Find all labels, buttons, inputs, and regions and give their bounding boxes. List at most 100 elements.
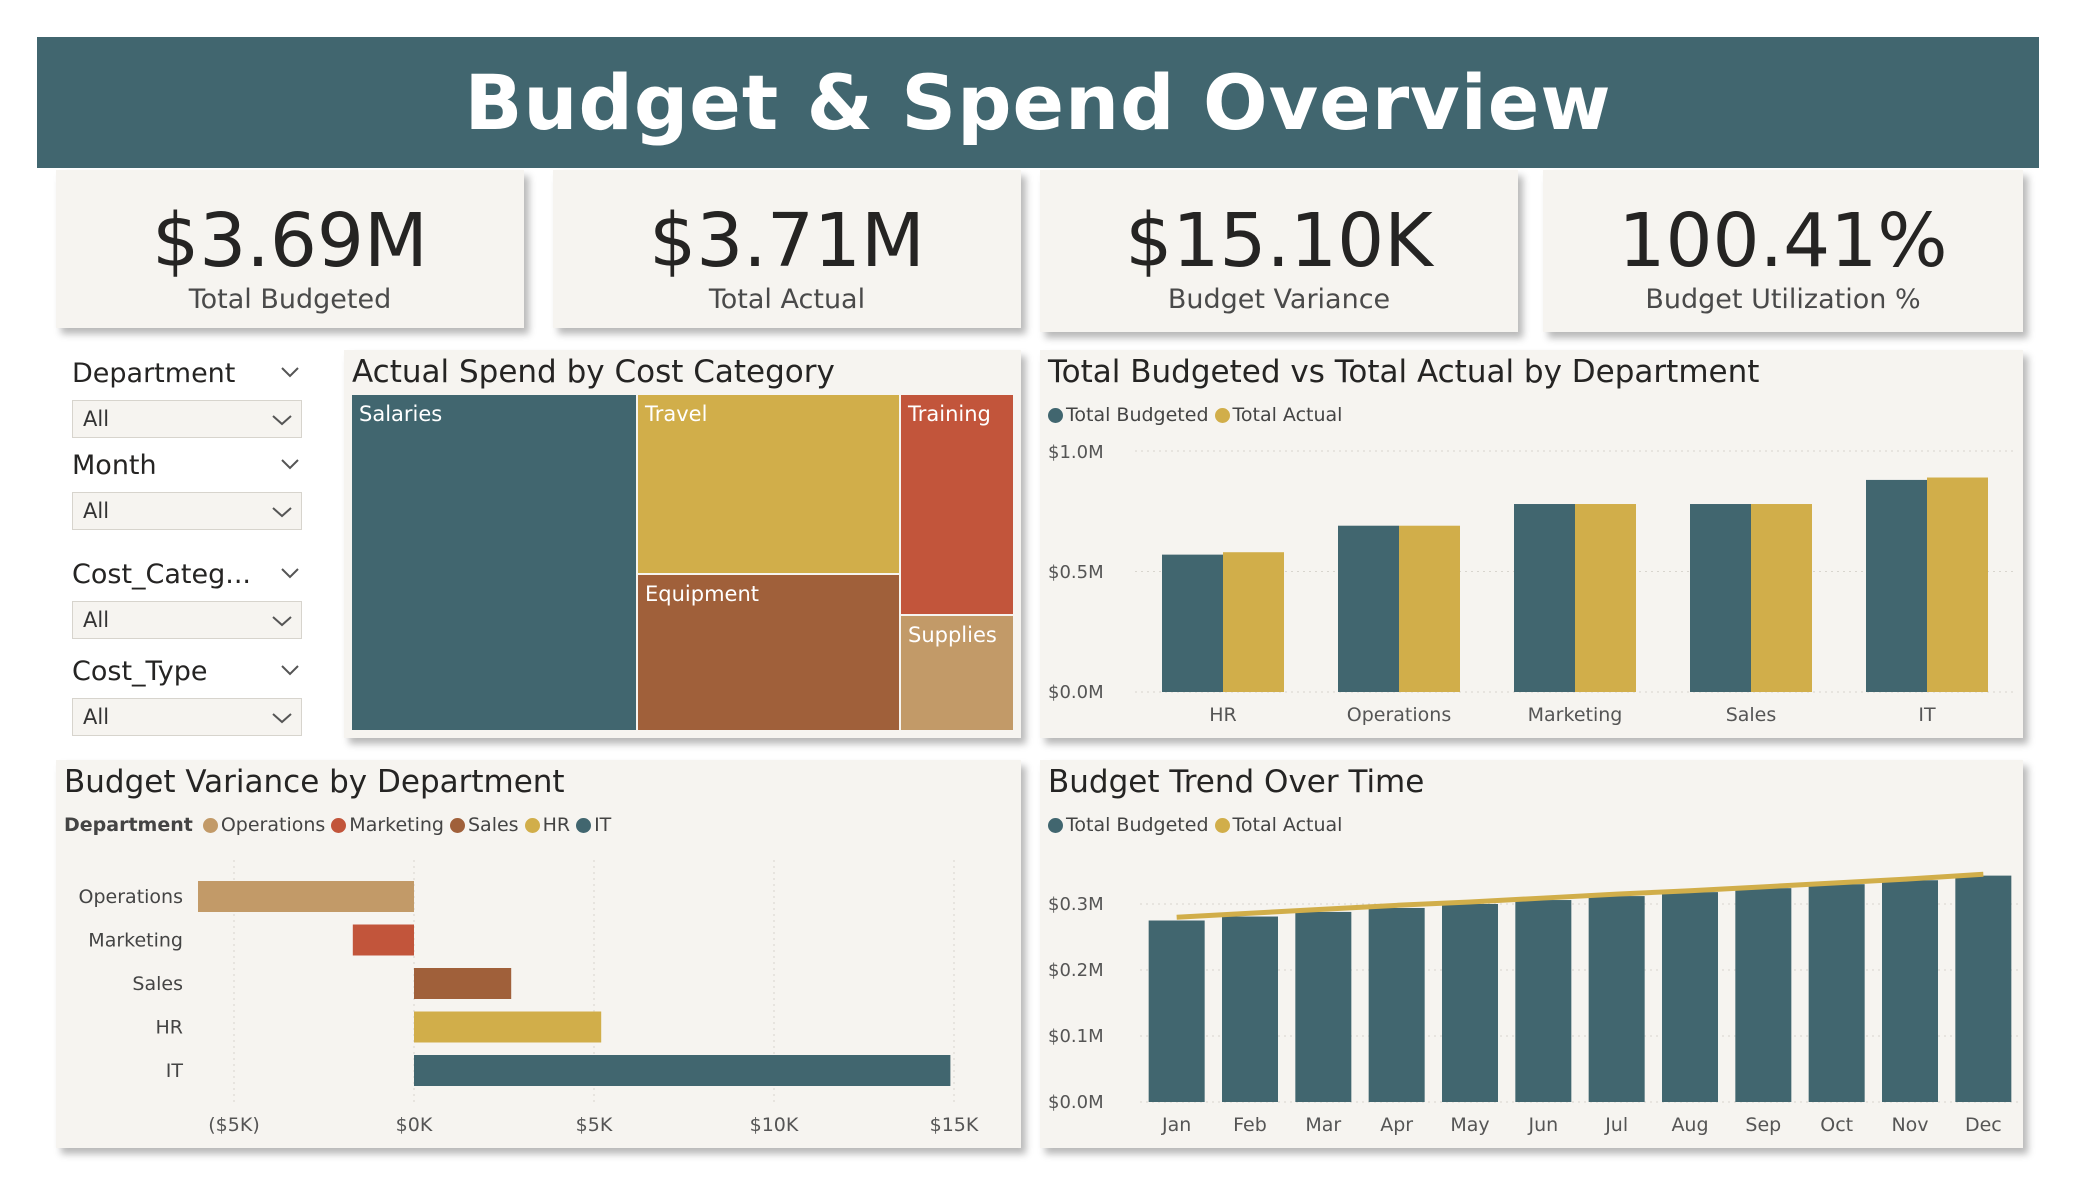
chevron-down-icon[interactable] xyxy=(280,458,300,470)
legend-dot-sales xyxy=(450,817,465,833)
chevron-down-icon xyxy=(272,507,292,518)
bar-total-budgeted xyxy=(1368,907,1425,1102)
slicer-value: All xyxy=(83,499,110,523)
trend-combo-chart[interactable]: $0.3M $0.2M $0.1M $0.0M Jan Feb Mar Apr May J… xyxy=(1040,760,2023,1148)
x-tick-label: Jun xyxy=(1527,1114,1558,1136)
bar-total-actual xyxy=(1223,552,1284,692)
legend-label: Marketing xyxy=(349,814,444,836)
chevron-down-icon[interactable] xyxy=(280,366,300,378)
y-tick-label: $0.5M xyxy=(1048,562,1104,583)
legend-label: HR xyxy=(542,814,571,836)
bar-total-budgeted xyxy=(1588,896,1645,1102)
bar-total-budgeted xyxy=(1735,888,1792,1102)
slicer-cost-category[interactable]: Cost_Categ... All xyxy=(72,553,312,645)
slicer-label: Cost_Categ... xyxy=(72,559,252,590)
y-tick-label: Sales xyxy=(132,973,183,995)
bar-total-budgeted xyxy=(1222,916,1278,1102)
legend-label: Total Actual xyxy=(1232,814,1343,836)
x-tick-label: May xyxy=(1450,1114,1489,1136)
slicer-month[interactable]: Month All xyxy=(72,444,312,536)
x-tick-label: $10K xyxy=(750,1114,799,1136)
slicer-label: Month xyxy=(72,450,157,481)
treemap-tile-supplies xyxy=(901,616,1013,730)
legend-dot-it xyxy=(576,817,592,833)
bar-total-actual xyxy=(1399,525,1460,692)
legend-dot-budgeted xyxy=(1048,407,1063,423)
slicer-dropdown[interactable]: All xyxy=(72,492,302,530)
chart-title: Budget Trend Over Time xyxy=(1048,764,1425,800)
legend-dot-operations xyxy=(202,817,218,833)
legend-title: Department xyxy=(64,814,193,836)
dept-chart-panel[interactable]: Total Budgeted vs Total Actual by Depart… xyxy=(1040,350,2023,738)
kpi-card-total-budgeted[interactable]: $3.69M Total Budgeted xyxy=(56,170,524,328)
treemap-label-training: Training xyxy=(907,402,991,426)
x-tick-label: Mar xyxy=(1305,1114,1341,1136)
treemap-chart[interactable]: Salaries Travel Equipment Training Suppl… xyxy=(344,350,1021,738)
bar-total-budgeted xyxy=(1882,880,1938,1102)
chevron-down-icon xyxy=(272,713,292,724)
kpi-label: Total Budgeted xyxy=(188,284,392,315)
legend-dot-budgeted xyxy=(1048,817,1063,833)
y-tick-label: Marketing xyxy=(88,930,183,952)
kpi-card-budget-variance[interactable]: $15.10K Budget Variance xyxy=(1040,170,1518,332)
slicer-value: All xyxy=(83,608,110,632)
bar-total-budgeted xyxy=(1662,892,1718,1102)
slicer-value: All xyxy=(83,407,110,431)
slicer-dropdown[interactable]: All xyxy=(72,601,302,639)
treemap-label-equipment: Equipment xyxy=(645,582,759,606)
treemap-tile-training xyxy=(901,395,1013,614)
chart-legend: Department Operations Marketing Sales HR… xyxy=(64,814,611,836)
slicer-dropdown[interactable]: All xyxy=(72,400,302,438)
x-tick-label: Marketing xyxy=(1528,704,1623,726)
bar-marketing xyxy=(352,924,414,956)
slicer-department[interactable]: Department All xyxy=(72,352,312,444)
legend-dot-hr xyxy=(524,817,540,833)
variance-chart-panel[interactable]: Budget Variance by Department Department… xyxy=(56,760,1021,1148)
legend-label: Total Budgeted xyxy=(1066,404,1209,426)
slicer-label: Cost_Type xyxy=(72,656,208,687)
kpi-card-budget-utilization[interactable]: 100.41% Budget Utilization % xyxy=(1543,170,2023,332)
kpi-label: Total Actual xyxy=(708,284,866,315)
chart-legend: Total Budgeted Total Actual xyxy=(1048,814,1342,836)
x-tick-label: Sales xyxy=(1726,704,1777,726)
x-tick-label: ($5K) xyxy=(208,1114,259,1136)
legend-dot-actual xyxy=(1214,817,1230,833)
bar-total-actual xyxy=(1927,477,1988,692)
bar-total-budgeted xyxy=(1148,920,1205,1102)
treemap-tile-equipment xyxy=(638,575,899,730)
treemap-label-supplies: Supplies xyxy=(908,623,997,647)
x-tick-label: Operations xyxy=(1347,704,1451,726)
x-tick-label: $0K xyxy=(396,1114,433,1136)
bar-total-budgeted xyxy=(1955,875,2012,1102)
bar-operations xyxy=(198,881,414,912)
chevron-down-icon xyxy=(272,616,292,627)
slicer-value: All xyxy=(83,705,110,729)
bar-total-budgeted xyxy=(1515,900,1572,1102)
kpi-value: $3.71M xyxy=(649,198,925,284)
bar-total-budgeted xyxy=(1162,554,1223,692)
treemap-panel[interactable]: Actual Spend by Cost Category Salaries T… xyxy=(344,350,1021,738)
x-tick-label: Jan xyxy=(1161,1114,1191,1136)
y-tick-label: $0.0M xyxy=(1048,682,1104,703)
x-tick-label: Apr xyxy=(1380,1114,1413,1136)
chevron-down-icon[interactable] xyxy=(280,567,300,579)
bar-total-actual xyxy=(1751,504,1812,692)
slicer-cost-type[interactable]: Cost_Type All xyxy=(72,650,312,742)
x-tick-label: Oct xyxy=(1820,1114,1853,1136)
slicer-dropdown[interactable]: All xyxy=(72,698,302,736)
y-tick-label: $0.2M xyxy=(1048,960,1104,981)
x-tick-label: HR xyxy=(1209,704,1237,726)
chart-legend: Total Budgeted Total Actual xyxy=(1048,404,1342,426)
x-tick-label: Jul xyxy=(1604,1114,1628,1136)
dept-bar-chart[interactable]: $1.0M $0.5M $0.0M HR Operations Marketing S… xyxy=(1040,350,2023,738)
y-tick-label: $0.1M xyxy=(1048,1026,1104,1047)
kpi-label: Budget Variance xyxy=(1167,284,1391,315)
legend-label: Operations xyxy=(220,814,326,836)
trend-chart-panel[interactable]: Budget Trend Over Time Total Budgeted To… xyxy=(1040,760,2023,1148)
bar-total-budgeted xyxy=(1338,525,1399,692)
kpi-card-total-actual[interactable]: $3.71M Total Actual xyxy=(553,170,1021,328)
slicer-label: Department xyxy=(72,358,236,389)
bar-total-budgeted xyxy=(1866,479,1927,692)
variance-bar-chart[interactable]: ($5K) $0K $5K $10K $15K Operations Market… xyxy=(56,760,1021,1148)
chevron-down-icon[interactable] xyxy=(280,664,300,676)
